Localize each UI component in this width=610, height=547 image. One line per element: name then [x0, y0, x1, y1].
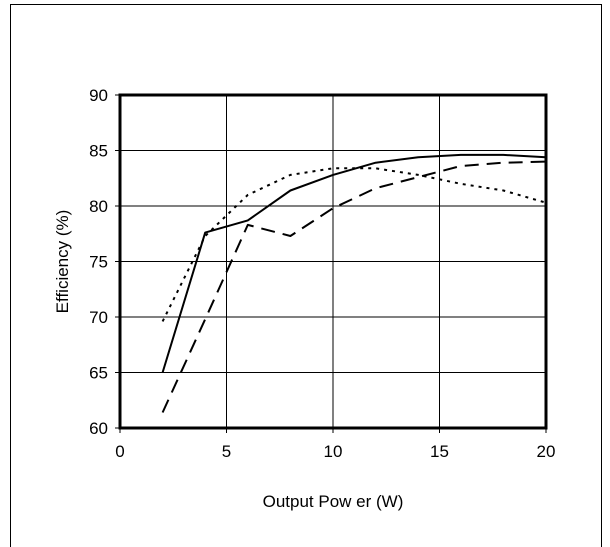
series-line-dashed	[161, 160, 547, 413]
axis-ticks: 60 65 70 75 80 85 90 0 5 10 15 20	[89, 86, 555, 461]
y-tick-label: 85	[89, 142, 108, 161]
x-tick-label: 0	[115, 442, 124, 461]
chart-frame	[10, 4, 602, 547]
x-axis-title: Output Pow er (W)	[263, 492, 404, 511]
y-tick-label: 60	[89, 419, 108, 438]
x-tick-label: 20	[537, 442, 556, 461]
series-line-dotted	[161, 167, 547, 322]
x-tick-label: 10	[324, 442, 343, 461]
y-tick-label: 65	[89, 364, 108, 383]
series-lines	[161, 153, 547, 413]
x-tick-label: 15	[430, 442, 449, 461]
grid-lines	[120, 95, 546, 428]
y-tick-label: 80	[89, 197, 108, 216]
y-tick-label: 75	[89, 253, 108, 272]
x-tick-label: 5	[222, 442, 231, 461]
y-tick-label: 90	[89, 86, 108, 105]
y-tick-label: 70	[89, 308, 108, 327]
y-axis-title: Efficiency (%)	[53, 210, 72, 314]
